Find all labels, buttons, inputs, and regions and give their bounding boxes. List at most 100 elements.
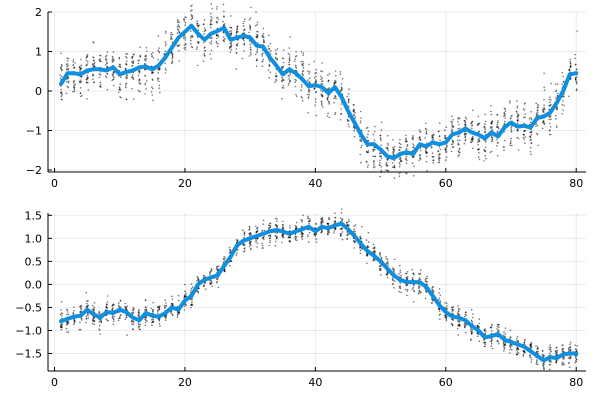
sample-point [87, 89, 89, 91]
sample-point [320, 101, 323, 103]
sample-point [550, 103, 552, 106]
sample-point [444, 134, 446, 137]
sample-point [157, 35, 160, 37]
sample-point [215, 41, 218, 43]
sample-point [138, 69, 141, 72]
sample-point [67, 80, 70, 83]
sample-point [398, 175, 401, 177]
sample-point [418, 292, 420, 294]
sample-point [509, 144, 511, 147]
sample-point [361, 225, 363, 228]
sample-point [574, 356, 577, 359]
sample-point [380, 155, 383, 158]
sample-point [171, 52, 173, 54]
sample-point [301, 235, 304, 237]
sample-point [366, 166, 369, 168]
sample-point [477, 156, 480, 158]
sample-point [328, 116, 331, 119]
sample-point [398, 273, 400, 275]
sample-point [543, 107, 545, 109]
sample-point [425, 133, 428, 135]
sample-point [243, 29, 245, 32]
sample-point [509, 118, 512, 120]
sample-point [223, 40, 225, 43]
sample-point [100, 83, 102, 86]
sample-point [406, 284, 409, 286]
sample-point [275, 78, 277, 80]
sample-point [450, 150, 453, 153]
sample-point [209, 42, 211, 44]
x-tick-label: 80 [569, 177, 583, 190]
sample-point [165, 30, 167, 33]
sample-point [504, 117, 506, 119]
sample-point [183, 305, 186, 308]
sample-point [72, 312, 75, 315]
sample-point [269, 226, 271, 229]
sample-point [321, 230, 323, 233]
sample-point [523, 343, 525, 345]
sample-point [438, 146, 441, 148]
sample-point [523, 138, 526, 140]
sample-point [171, 60, 174, 62]
sample-point [274, 235, 277, 237]
sample-point [119, 306, 122, 309]
sample-point [411, 162, 414, 164]
sample-point [386, 169, 389, 172]
sample-point [535, 345, 537, 347]
sample-point [537, 144, 539, 147]
sample-point [157, 77, 159, 79]
sample-point [106, 51, 109, 53]
sample-point [86, 56, 88, 58]
sample-point [379, 159, 381, 162]
sample-point [67, 81, 70, 84]
sample-point [333, 97, 335, 100]
sample-point [380, 139, 382, 142]
sample-point [106, 62, 108, 65]
sample-point [354, 111, 356, 114]
sample-point [339, 234, 342, 237]
sample-point [452, 306, 455, 308]
sample-point [459, 325, 461, 327]
sample-point [398, 172, 401, 175]
sample-point [261, 242, 263, 245]
sample-point [478, 152, 480, 154]
sample-point [399, 171, 402, 174]
sample-point [295, 95, 298, 97]
sample-point [561, 350, 564, 352]
sample-point [302, 73, 304, 76]
sample-point [203, 30, 206, 33]
sample-point [158, 67, 161, 69]
sample-point [196, 46, 198, 48]
sample-point [112, 70, 115, 73]
sample-point [80, 95, 82, 98]
sample-point [555, 361, 558, 364]
sample-point [522, 108, 525, 110]
sample-point [132, 328, 135, 331]
sample-point [517, 119, 519, 121]
sample-point [315, 238, 318, 240]
sample-point [301, 97, 304, 99]
sample-point [216, 278, 219, 281]
sample-point [190, 289, 192, 292]
sample-point [379, 264, 382, 267]
sample-point [543, 120, 545, 122]
sample-point [87, 317, 89, 320]
sample-point [229, 42, 231, 45]
sample-point [457, 305, 459, 307]
sample-point [465, 323, 468, 326]
sample-point [307, 235, 309, 238]
sample-point [249, 25, 252, 28]
sample-point [568, 348, 570, 351]
sample-point [360, 120, 362, 122]
sample-point [249, 234, 251, 237]
sample-point [418, 289, 421, 292]
sample-point [542, 110, 544, 113]
sample-point [61, 315, 63, 317]
sample-point [204, 46, 206, 49]
sample-point [424, 127, 427, 130]
sample-point [530, 134, 533, 136]
sample-point [438, 159, 441, 162]
sample-point [92, 73, 94, 76]
sample-point [223, 15, 225, 17]
sample-point [426, 152, 429, 154]
